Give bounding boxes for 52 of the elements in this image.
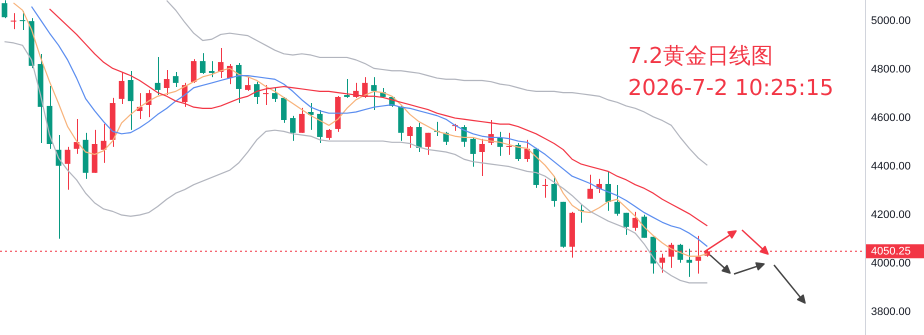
candlestick [470,136,476,168]
candlestick [154,56,160,96]
y-tick-label: 3800.00 [871,306,911,318]
candlestick [208,60,215,78]
candlestick [371,76,377,111]
candlestick [64,146,70,190]
candlestick [587,174,593,200]
candlestick [299,107,305,134]
candlestick [263,84,269,106]
candlestick [524,139,530,162]
candlestick [326,128,332,140]
text: 7.2黄金日线图 [628,44,774,70]
ref-line-label: 4050.25 [871,245,911,258]
candlestick [632,211,638,232]
y-tick-label: 4000.00 [871,258,911,270]
candlestick [100,123,106,164]
candlestick [128,70,134,130]
y-tick-label: 4400.00 [871,160,911,173]
y-tick-label: 5000.00 [871,15,911,28]
candlestick [425,132,431,156]
candlestick [542,178,548,198]
candlestick [479,138,485,176]
candlestick [317,110,323,144]
candlestick [623,212,630,236]
candlestick [641,214,648,238]
candlestick [164,70,170,96]
candlestick [2,0,8,19]
candlestick [407,126,413,148]
y-tick-label: 4800.00 [871,64,911,76]
text: 2026-7-2 10:25:15 [628,76,834,102]
candlestick [74,118,80,154]
candlestick [344,78,350,98]
y-tick-label: 4600.00 [871,112,911,124]
candlestick [416,122,422,152]
candlestick [686,248,692,278]
candlestick [118,71,124,104]
candlestick [506,132,512,156]
candlestick [172,71,178,88]
candlestick [20,10,26,31]
y-tick-label: 4200.00 [871,209,911,222]
candlestick [281,96,287,124]
candlestick [551,175,557,208]
candlestick [254,81,260,104]
candlestick [190,58,197,84]
candlestick [10,12,16,30]
candlestick [290,115,296,142]
candlestick [443,131,449,146]
candlestick [200,52,206,74]
candlestick [614,184,620,216]
candlestick [659,253,666,274]
candlestick [244,76,251,92]
candlestick [272,87,278,103]
